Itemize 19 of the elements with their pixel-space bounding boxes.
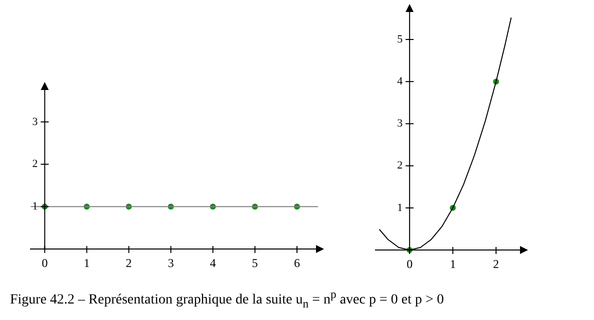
caption: Figure 42.2 – Représentation graphique de la suite u$_{n}$ = n$^{p}$ avec p = 0 et p > 0 (9, 288, 445, 310)
y-tick-label: 5 (397, 33, 404, 46)
x-tick-label: 5 (252, 256, 258, 270)
y-tick-label: 4 (397, 75, 404, 88)
y-tick-label: 2 (397, 160, 403, 172)
x-tick-label: 1 (84, 256, 90, 270)
x-tick-label: 4 (210, 256, 216, 270)
y-tick-label: 1 (397, 202, 403, 214)
y-tick-label: 3 (397, 118, 404, 130)
y-tick-label: 1 (32, 200, 38, 213)
x-tick-label: 6 (294, 256, 300, 270)
x-tick-label: 2 (493, 257, 500, 272)
y-tick-label: 2 (32, 158, 38, 170)
x-tick-label: 3 (168, 256, 174, 270)
x-tick-label: 2 (126, 256, 132, 270)
x-tick-label: 1 (450, 257, 456, 272)
x-tick-label: 0 (406, 257, 413, 272)
x-tick-label: 0 (42, 256, 48, 270)
y-tick-label: 3 (32, 116, 38, 128)
